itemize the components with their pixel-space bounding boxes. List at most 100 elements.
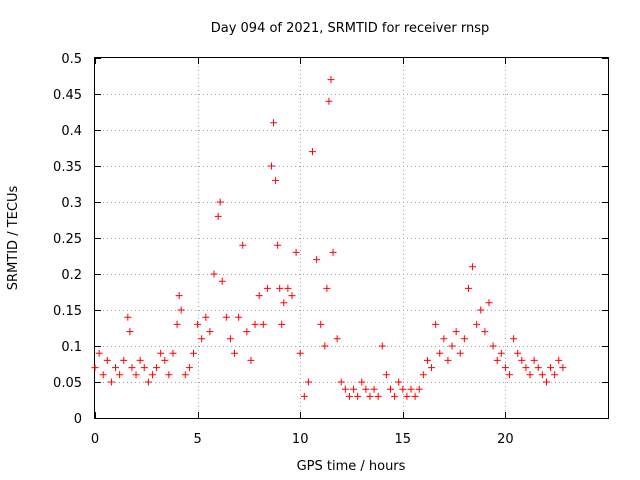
data-point <box>274 241 282 249</box>
data-point <box>124 313 132 321</box>
data-point <box>448 342 456 350</box>
data-point <box>177 306 185 314</box>
y-tick-label: 0.1 <box>61 340 82 355</box>
x-axis-label: GPS time / hours <box>297 459 406 474</box>
data-point <box>251 320 259 328</box>
data-point <box>333 335 341 343</box>
data-point <box>489 342 497 350</box>
data-point <box>280 299 288 307</box>
data-point <box>382 371 390 379</box>
data-point <box>107 378 115 386</box>
y-tick-label: 0.2 <box>61 268 82 283</box>
data-point <box>366 392 374 400</box>
data-point <box>542 378 550 386</box>
data-point <box>325 97 333 105</box>
data-point <box>518 356 526 364</box>
data-point <box>526 371 534 379</box>
data-point <box>374 392 382 400</box>
y-tick-label: 0.4 <box>61 124 82 139</box>
data-point <box>514 349 522 357</box>
y-tick-label: 0.5 <box>61 52 82 67</box>
data-point <box>144 378 152 386</box>
x-tick-label: 10 <box>292 432 309 447</box>
y-tick-label: 0.15 <box>53 304 82 319</box>
x-tick-label: 0 <box>91 432 99 447</box>
data-point <box>157 349 165 357</box>
data-point <box>222 313 230 321</box>
data-point <box>140 364 148 372</box>
data-point <box>395 378 403 386</box>
data-point <box>278 320 286 328</box>
data-point <box>112 364 120 372</box>
y-axis-label: SRMTID / TECUs <box>6 186 21 291</box>
data-point <box>247 356 255 364</box>
data-point <box>132 371 140 379</box>
data-point <box>469 263 477 271</box>
data-point <box>91 364 99 372</box>
data-point <box>276 284 284 292</box>
data-point <box>493 356 501 364</box>
data-point <box>214 212 222 220</box>
data-point <box>403 392 411 400</box>
data-point <box>534 364 542 372</box>
data-point <box>198 335 206 343</box>
data-point <box>243 328 251 336</box>
data-point <box>407 385 415 393</box>
data-point <box>547 364 555 372</box>
data-point <box>255 292 263 300</box>
data-point <box>120 356 128 364</box>
data-point <box>485 299 493 307</box>
y-tick-label: 0.25 <box>53 232 82 247</box>
data-point <box>378 342 386 350</box>
data-point <box>323 284 331 292</box>
data-point <box>194 320 202 328</box>
data-point <box>202 313 210 321</box>
data-point <box>538 371 546 379</box>
data-point <box>165 371 173 379</box>
data-point <box>313 256 321 264</box>
data-point <box>235 313 243 321</box>
data-point <box>522 364 530 372</box>
data-point <box>456 349 464 357</box>
data-point <box>386 385 394 393</box>
plot-frame <box>94 57 609 419</box>
data-point <box>477 306 485 314</box>
data-point <box>161 356 169 364</box>
data-points <box>91 76 567 400</box>
data-point <box>358 378 366 386</box>
data-point <box>259 320 267 328</box>
data-point <box>300 392 308 400</box>
data-point <box>415 385 423 393</box>
data-point <box>173 320 181 328</box>
data-point <box>304 378 312 386</box>
data-point <box>423 356 431 364</box>
data-point <box>270 119 278 127</box>
data-point <box>501 364 509 372</box>
data-point <box>444 356 452 364</box>
data-point <box>436 349 444 357</box>
data-point <box>216 198 224 206</box>
data-point <box>206 328 214 336</box>
data-point <box>440 335 448 343</box>
data-point <box>337 378 345 386</box>
data-point <box>345 392 353 400</box>
data-point <box>189 349 197 357</box>
data-point <box>95 349 103 357</box>
data-point <box>341 385 349 393</box>
data-point <box>181 371 189 379</box>
axis-ticks <box>95 58 608 419</box>
data-point <box>185 364 193 372</box>
data-point <box>530 356 538 364</box>
data-point <box>267 162 275 170</box>
data-point <box>239 241 247 249</box>
data-point <box>473 320 481 328</box>
data-point <box>288 292 296 300</box>
data-point <box>452 328 460 336</box>
x-tick-label: 15 <box>395 432 412 447</box>
data-point <box>128 364 136 372</box>
data-point <box>210 270 218 278</box>
data-point <box>321 342 329 350</box>
data-point <box>354 392 362 400</box>
data-point <box>329 248 337 256</box>
data-point <box>411 392 419 400</box>
